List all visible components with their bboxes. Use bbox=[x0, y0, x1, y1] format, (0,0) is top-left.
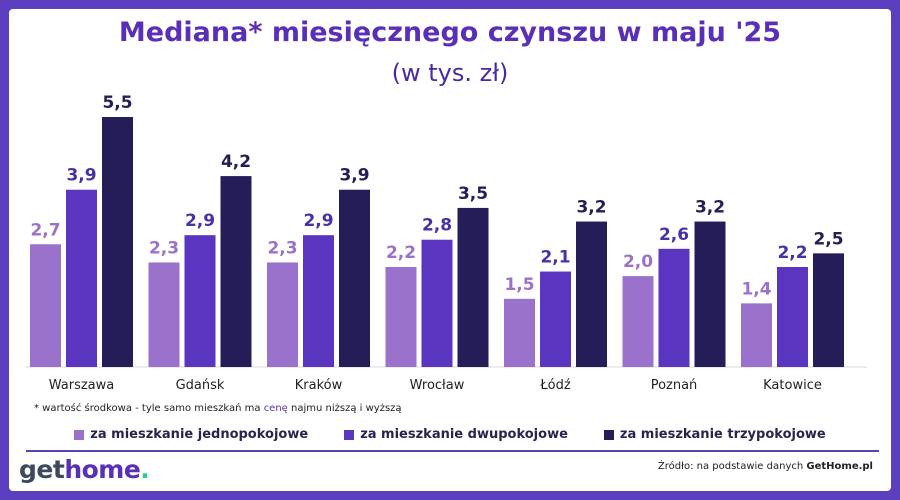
logo-home: home bbox=[64, 455, 141, 484]
bar-dwupokojowe bbox=[421, 239, 453, 367]
data-label: 2,7 bbox=[30, 220, 60, 240]
bar-trzypokojowe bbox=[102, 117, 133, 367]
bar-trzypokojowe bbox=[813, 253, 844, 367]
data-label: 2,0 bbox=[623, 252, 653, 272]
logo-get: get bbox=[19, 455, 65, 484]
legend-item-dwupokojowe: za mieszkanie dwupokojowe bbox=[344, 427, 568, 442]
data-label: 3,9 bbox=[66, 166, 96, 186]
footer-divider bbox=[26, 450, 879, 452]
logo-dot: . bbox=[140, 455, 150, 484]
bar-trzypokojowe bbox=[694, 221, 726, 367]
bar-jednopokojowe bbox=[30, 244, 61, 367]
legend-swatch-trzypokojowe bbox=[603, 429, 614, 440]
legend-item-jednopokojowe: za mieszkanie jednopokojowe bbox=[74, 427, 308, 442]
data-label: 3,5 bbox=[458, 184, 488, 204]
bar-jednopokojowe bbox=[504, 298, 535, 367]
footnote-text-start: * wartość środkowa - tyle samo mieszkań … bbox=[34, 403, 264, 414]
data-label: 2,1 bbox=[540, 248, 570, 268]
bar-jednopokojowe bbox=[267, 262, 298, 367]
bar-dwupokojowe bbox=[658, 248, 690, 367]
legend-label-dwupokojowe: za mieszkanie dwupokojowe bbox=[360, 427, 568, 442]
x-tick-label: Katowice bbox=[763, 378, 822, 393]
chart-subtitle: (w tys. zł) bbox=[391, 59, 509, 87]
data-label: 2,3 bbox=[149, 238, 179, 258]
x-tick-label: Poznań bbox=[651, 378, 698, 393]
footnote: * wartość środkowa - tyle samo mieszkań … bbox=[34, 403, 402, 414]
legend-swatch-dwupokojowe bbox=[344, 429, 355, 440]
chart-card: Mediana* miesięcznego czynszu w maju '25… bbox=[9, 9, 891, 491]
legend-item-trzypokojowe: za mieszkanie trzypokojowe bbox=[603, 427, 826, 442]
bar-dwupokojowe bbox=[540, 271, 571, 367]
data-label: 3,2 bbox=[576, 198, 606, 218]
chart-title: Mediana* miesięcznego czynszu w maju '25 bbox=[118, 17, 782, 48]
data-label: 2,9 bbox=[303, 211, 333, 231]
data-label: 2,2 bbox=[777, 243, 807, 263]
bar-jednopokojowe bbox=[148, 262, 180, 367]
bar-trzypokojowe bbox=[220, 176, 252, 367]
data-label: 1,5 bbox=[504, 275, 534, 295]
gethome-logo: gethome. bbox=[19, 455, 150, 484]
bar-chart: 2,7 3,9 5,5 Warszawa 2,3 2,9 4,2 Gdańsk 2,3 2,9 3,… bbox=[26, 93, 867, 393]
data-label: 2,8 bbox=[422, 216, 452, 236]
bar-dwupokojowe bbox=[777, 267, 808, 367]
bar-trzypokojowe bbox=[576, 221, 607, 367]
bar-jednopokojowe bbox=[622, 276, 654, 367]
x-tick-label: Łódź bbox=[539, 378, 571, 393]
bar-jednopokojowe bbox=[741, 303, 772, 367]
data-label: 1,4 bbox=[741, 279, 771, 299]
data-label: 2,6 bbox=[659, 225, 689, 245]
legend-swatch-jednopokojowe bbox=[74, 429, 85, 440]
data-label: 2,3 bbox=[267, 238, 297, 258]
legend-label-jednopokojowe: za mieszkanie jednopokojowe bbox=[90, 427, 309, 442]
bar-trzypokojowe bbox=[339, 189, 370, 367]
bar-dwupokojowe bbox=[66, 189, 97, 367]
bar-trzypokojowe bbox=[457, 207, 489, 367]
x-tick-label: Wrocław bbox=[410, 378, 465, 393]
x-tick-label: Kraków bbox=[295, 378, 343, 393]
source-name: GetHome.pl bbox=[806, 461, 873, 472]
data-label: 2,5 bbox=[813, 229, 843, 249]
chart-legend: za mieszkanie jednopokojowe za mieszkani… bbox=[9, 427, 891, 442]
footnote-highlight: cenę bbox=[263, 403, 288, 414]
data-label: 3,2 bbox=[695, 198, 725, 218]
x-tick-label: Gdańsk bbox=[176, 378, 225, 393]
data-label: 5,5 bbox=[102, 93, 132, 113]
x-tick-label: Warszawa bbox=[49, 378, 115, 393]
bar-dwupokojowe bbox=[184, 235, 216, 367]
legend-label-trzypokojowe: za mieszkanie trzypokojowe bbox=[619, 427, 826, 442]
source-note: Źródło: na podstawie danych GetHome.pl bbox=[658, 461, 873, 472]
data-label: 4,2 bbox=[221, 152, 251, 172]
data-label: 2,2 bbox=[386, 243, 416, 263]
bar-jednopokojowe bbox=[385, 267, 417, 367]
footnote-text-end: najmu niższą i wyższą bbox=[287, 403, 402, 414]
source-prefix: Źródło: na podstawie danych bbox=[657, 461, 807, 472]
bar-dwupokojowe bbox=[303, 235, 334, 367]
data-label: 3,9 bbox=[339, 166, 369, 186]
data-label: 2,9 bbox=[185, 211, 215, 231]
